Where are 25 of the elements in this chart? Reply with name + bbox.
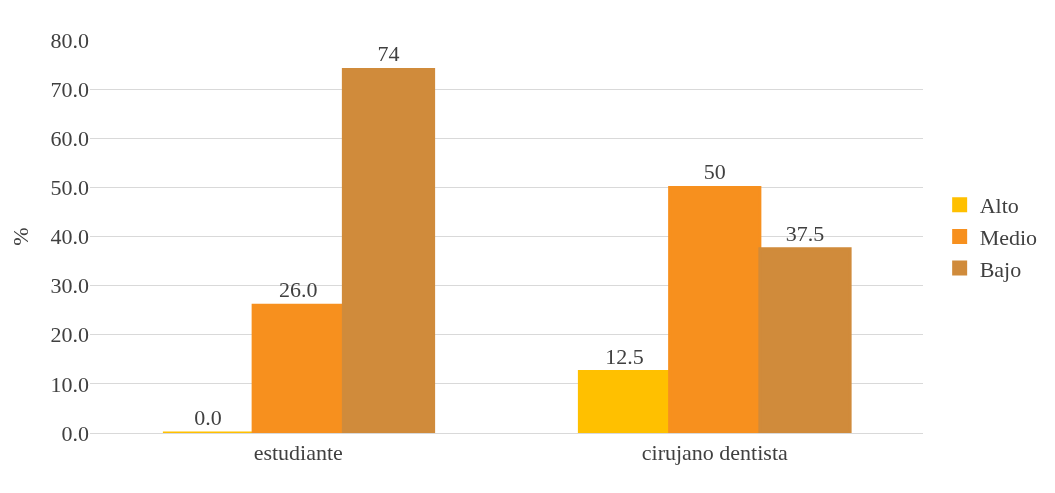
y-tick-label: 20.0	[50, 322, 89, 348]
data-label: 26.0	[279, 277, 318, 303]
x-tick-label: estudiante	[253, 440, 343, 466]
data-label: 50	[703, 159, 726, 185]
x-tick-label: cirujano dentista	[641, 440, 788, 466]
y-tick-label: 80.0	[50, 27, 89, 53]
bar	[758, 247, 852, 433]
legend-label: Bajo	[979, 256, 1022, 282]
y-tick-label: 70.0	[50, 76, 89, 102]
bar	[341, 67, 436, 433]
data-label: 74	[377, 41, 400, 67]
y-axis-title: %	[8, 227, 34, 246]
y-tick-label: 60.0	[50, 125, 89, 151]
data-label: 37.5	[785, 220, 825, 246]
legend-label: Alto	[979, 193, 1019, 219]
bar	[251, 303, 345, 433]
data-label: 12.5	[605, 343, 644, 369]
y-tick-label: 10.0	[50, 371, 89, 397]
bar	[668, 185, 762, 433]
data-label: 0.0	[194, 405, 222, 430]
legend-label: Medio	[979, 224, 1038, 250]
y-tick-label: 0.0	[61, 420, 89, 446]
y-tick-label: 50.0	[50, 175, 89, 201]
y-tick-label: 30.0	[50, 273, 89, 299]
y-tick-label: 40.0	[50, 224, 89, 250]
